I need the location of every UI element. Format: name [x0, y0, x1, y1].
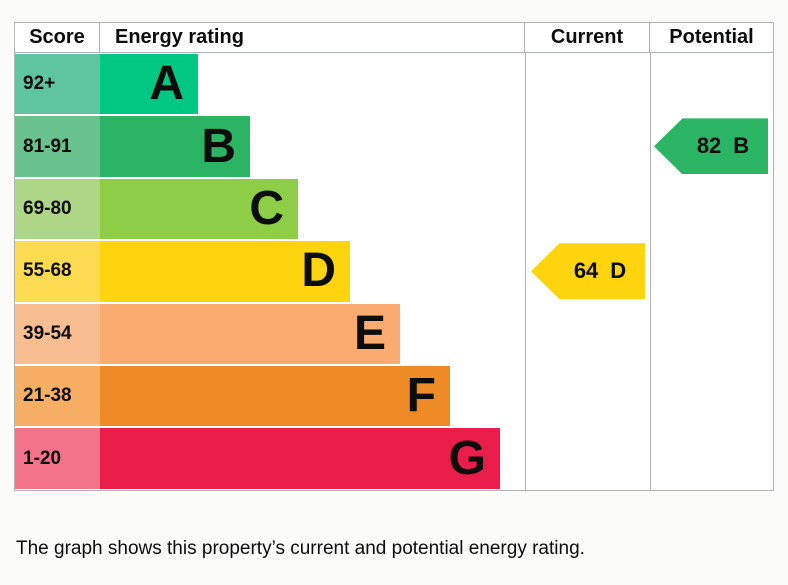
potential-rating-score: 82 [696, 133, 722, 159]
band-score-range: 81-91 [15, 116, 100, 177]
band-bar-b: B [100, 116, 250, 177]
band-letter: C [249, 181, 284, 235]
band-row-f: 21-38 F [15, 365, 773, 427]
current-rating-band: D [610, 258, 627, 284]
potential-rating-arrow: 82 B [654, 118, 768, 175]
current-column-header: Current [525, 23, 650, 52]
band-score-range: 39-54 [15, 303, 100, 364]
band-score-range: 21-38 [15, 365, 100, 427]
potential-column-divider [650, 53, 651, 490]
band-bar-f: F [100, 365, 450, 427]
band-score-range: 1-20 [15, 428, 100, 489]
band-score-range: 92+ [15, 54, 100, 115]
current-rating-arrow: 64 D [531, 243, 645, 300]
band-letter: A [149, 57, 184, 111]
chart-header-row: Score Energy rating Current Potential [15, 23, 773, 53]
band-letter: F [406, 369, 436, 423]
band-bar-d: D [100, 241, 350, 302]
band-row-g: 1-20 G [15, 427, 773, 489]
band-score-range: 55-68 [15, 241, 100, 302]
band-bar-a: A [100, 54, 198, 115]
band-letter: B [201, 119, 236, 173]
current-rating-score: 64 [573, 258, 599, 284]
band-letter: G [448, 431, 486, 485]
energy-rating-chart: Score Energy rating Current Potential 92… [14, 22, 774, 491]
chart-caption: The graph shows this property’s current … [16, 538, 585, 559]
band-bar-c: C [100, 178, 298, 240]
band-letter: D [301, 244, 336, 298]
band-bar-g: G [100, 428, 500, 489]
chart-body: 92+ A 81-91 B 69-80 C 55-68 D 39-54 E 21-38 F 1-20 G … [15, 53, 773, 490]
band-row-e: 39-54 E [15, 303, 773, 365]
current-column-divider [525, 53, 526, 490]
potential-rating-band: B [733, 133, 750, 159]
band-row-a: 92+ A [15, 53, 773, 115]
band-bar-e: E [100, 303, 400, 364]
potential-column-header: Potential [669, 26, 754, 48]
band-row-d: 55-68 D [15, 240, 773, 302]
band-score-range: 69-80 [15, 178, 100, 240]
score-column-header: Score [15, 23, 100, 52]
energy-rating-column-header: Energy rating [100, 23, 525, 52]
band-row-b: 81-91 B [15, 115, 773, 177]
band-letter: E [353, 306, 386, 360]
band-row-c: 69-80 C [15, 178, 773, 240]
